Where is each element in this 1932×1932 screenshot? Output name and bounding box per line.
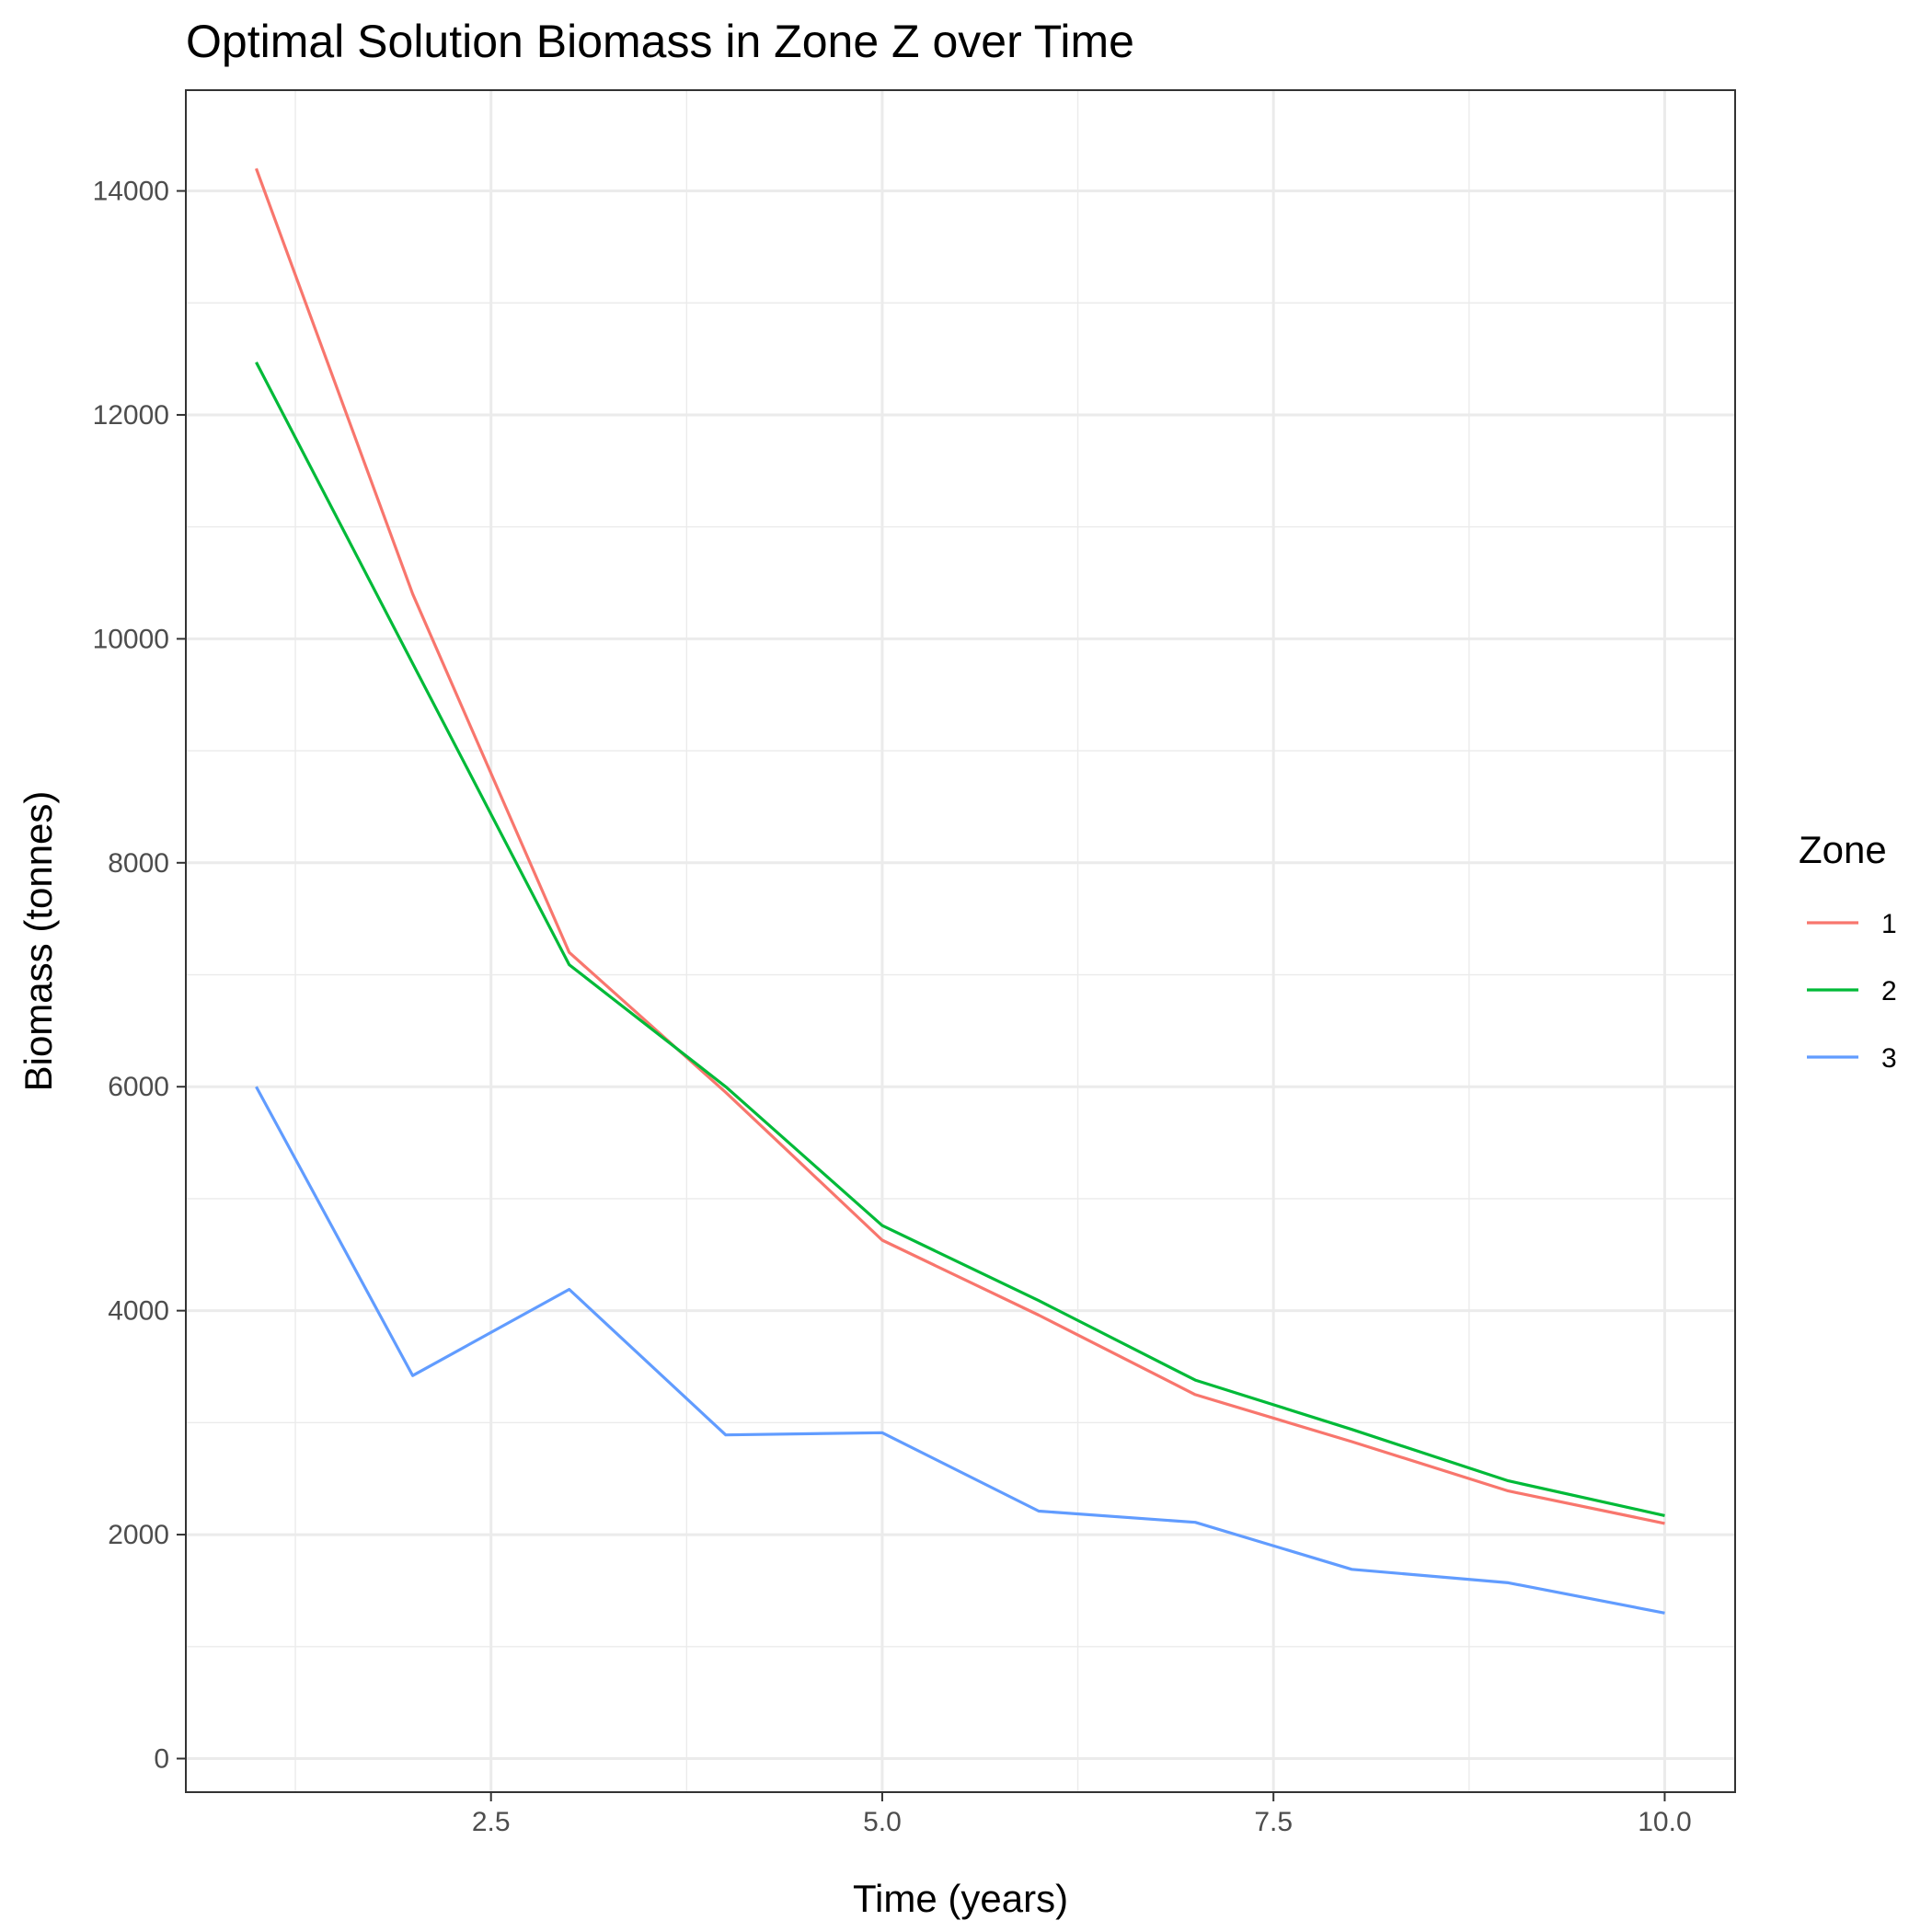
x-tick-label: 7.5 (1254, 1807, 1293, 1837)
plot-panel (186, 90, 1735, 1792)
chart-title: Optimal Solution Biomass in Zone Z over … (186, 16, 1134, 67)
y-tick-label: 12000 (93, 400, 169, 431)
legend-label-zone-2: 2 (1881, 976, 1897, 1006)
y-tick-label: 2000 (108, 1520, 169, 1550)
legend-label-zone-3: 3 (1881, 1043, 1897, 1074)
series-line-zone-1 (254, 167, 1665, 1525)
x-tick-label: 2.5 (472, 1807, 511, 1837)
series-line-zone-2 (255, 362, 1665, 1517)
minor-gridlines (186, 90, 1735, 1792)
x-axis-title: Time (years) (853, 1877, 1068, 1920)
y-axis: 0 2000 4000 6000 8000 10000 12000 14000 (93, 177, 186, 1774)
legend-title: Zone (1799, 828, 1887, 871)
y-tick-label: 14000 (93, 177, 169, 207)
x-axis: 2.5 5.0 7.5 10.0 (472, 1792, 1692, 1837)
y-tick-label: 0 (154, 1743, 169, 1774)
x-tick-label: 5.0 (863, 1807, 902, 1837)
x-tick-label: 10.0 (1638, 1807, 1691, 1837)
legend-label-zone-1: 1 (1881, 909, 1897, 939)
y-tick-label: 4000 (108, 1296, 169, 1327)
y-tick-label: 6000 (108, 1072, 169, 1102)
y-tick-label: 8000 (108, 848, 169, 879)
plot-border (185, 89, 1736, 1793)
series-line-zone-3 (255, 1086, 1665, 1615)
y-axis-title: Biomass (tonnes) (17, 791, 60, 1092)
major-gridlines (186, 90, 1735, 1792)
series-lines (254, 167, 1665, 1615)
y-tick-label: 10000 (93, 624, 169, 654)
legend: Zone 1 2 3 (1799, 828, 1897, 1074)
